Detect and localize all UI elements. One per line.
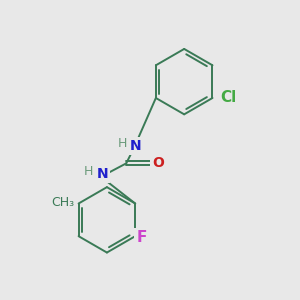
Text: N: N xyxy=(97,167,108,182)
Text: F: F xyxy=(136,230,147,245)
Text: N: N xyxy=(129,139,141,153)
Text: H: H xyxy=(84,165,93,178)
Text: Cl: Cl xyxy=(220,91,236,106)
Text: H: H xyxy=(118,137,127,150)
Text: CH₃: CH₃ xyxy=(51,196,74,208)
Text: O: O xyxy=(152,156,164,170)
